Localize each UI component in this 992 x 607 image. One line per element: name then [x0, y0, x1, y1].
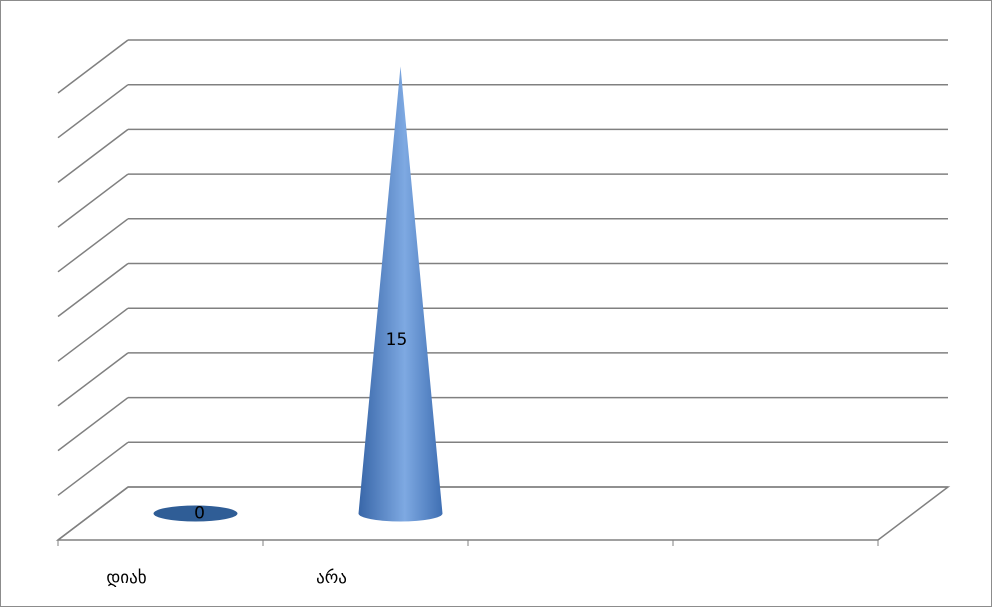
side-grid-line	[57, 262, 129, 318]
side-grid-line	[57, 128, 129, 183]
data-label: 0	[194, 504, 205, 524]
side-grid-line	[57, 441, 129, 496]
side-grid-line	[57, 218, 129, 273]
side-grid-line	[57, 39, 129, 94]
x-tick-label: დიახ	[106, 568, 146, 588]
side-grid-line	[57, 486, 129, 541]
side-grid-line	[57, 307, 129, 362]
x-tick-label: არა	[316, 568, 347, 588]
side-grid-line	[57, 352, 129, 407]
side-grid-line	[57, 173, 129, 228]
side-grid-line	[57, 397, 129, 452]
side-grid-line	[57, 84, 129, 139]
cone-base	[153, 505, 238, 522]
data-label: 15	[386, 330, 408, 350]
cone	[358, 66, 443, 522]
